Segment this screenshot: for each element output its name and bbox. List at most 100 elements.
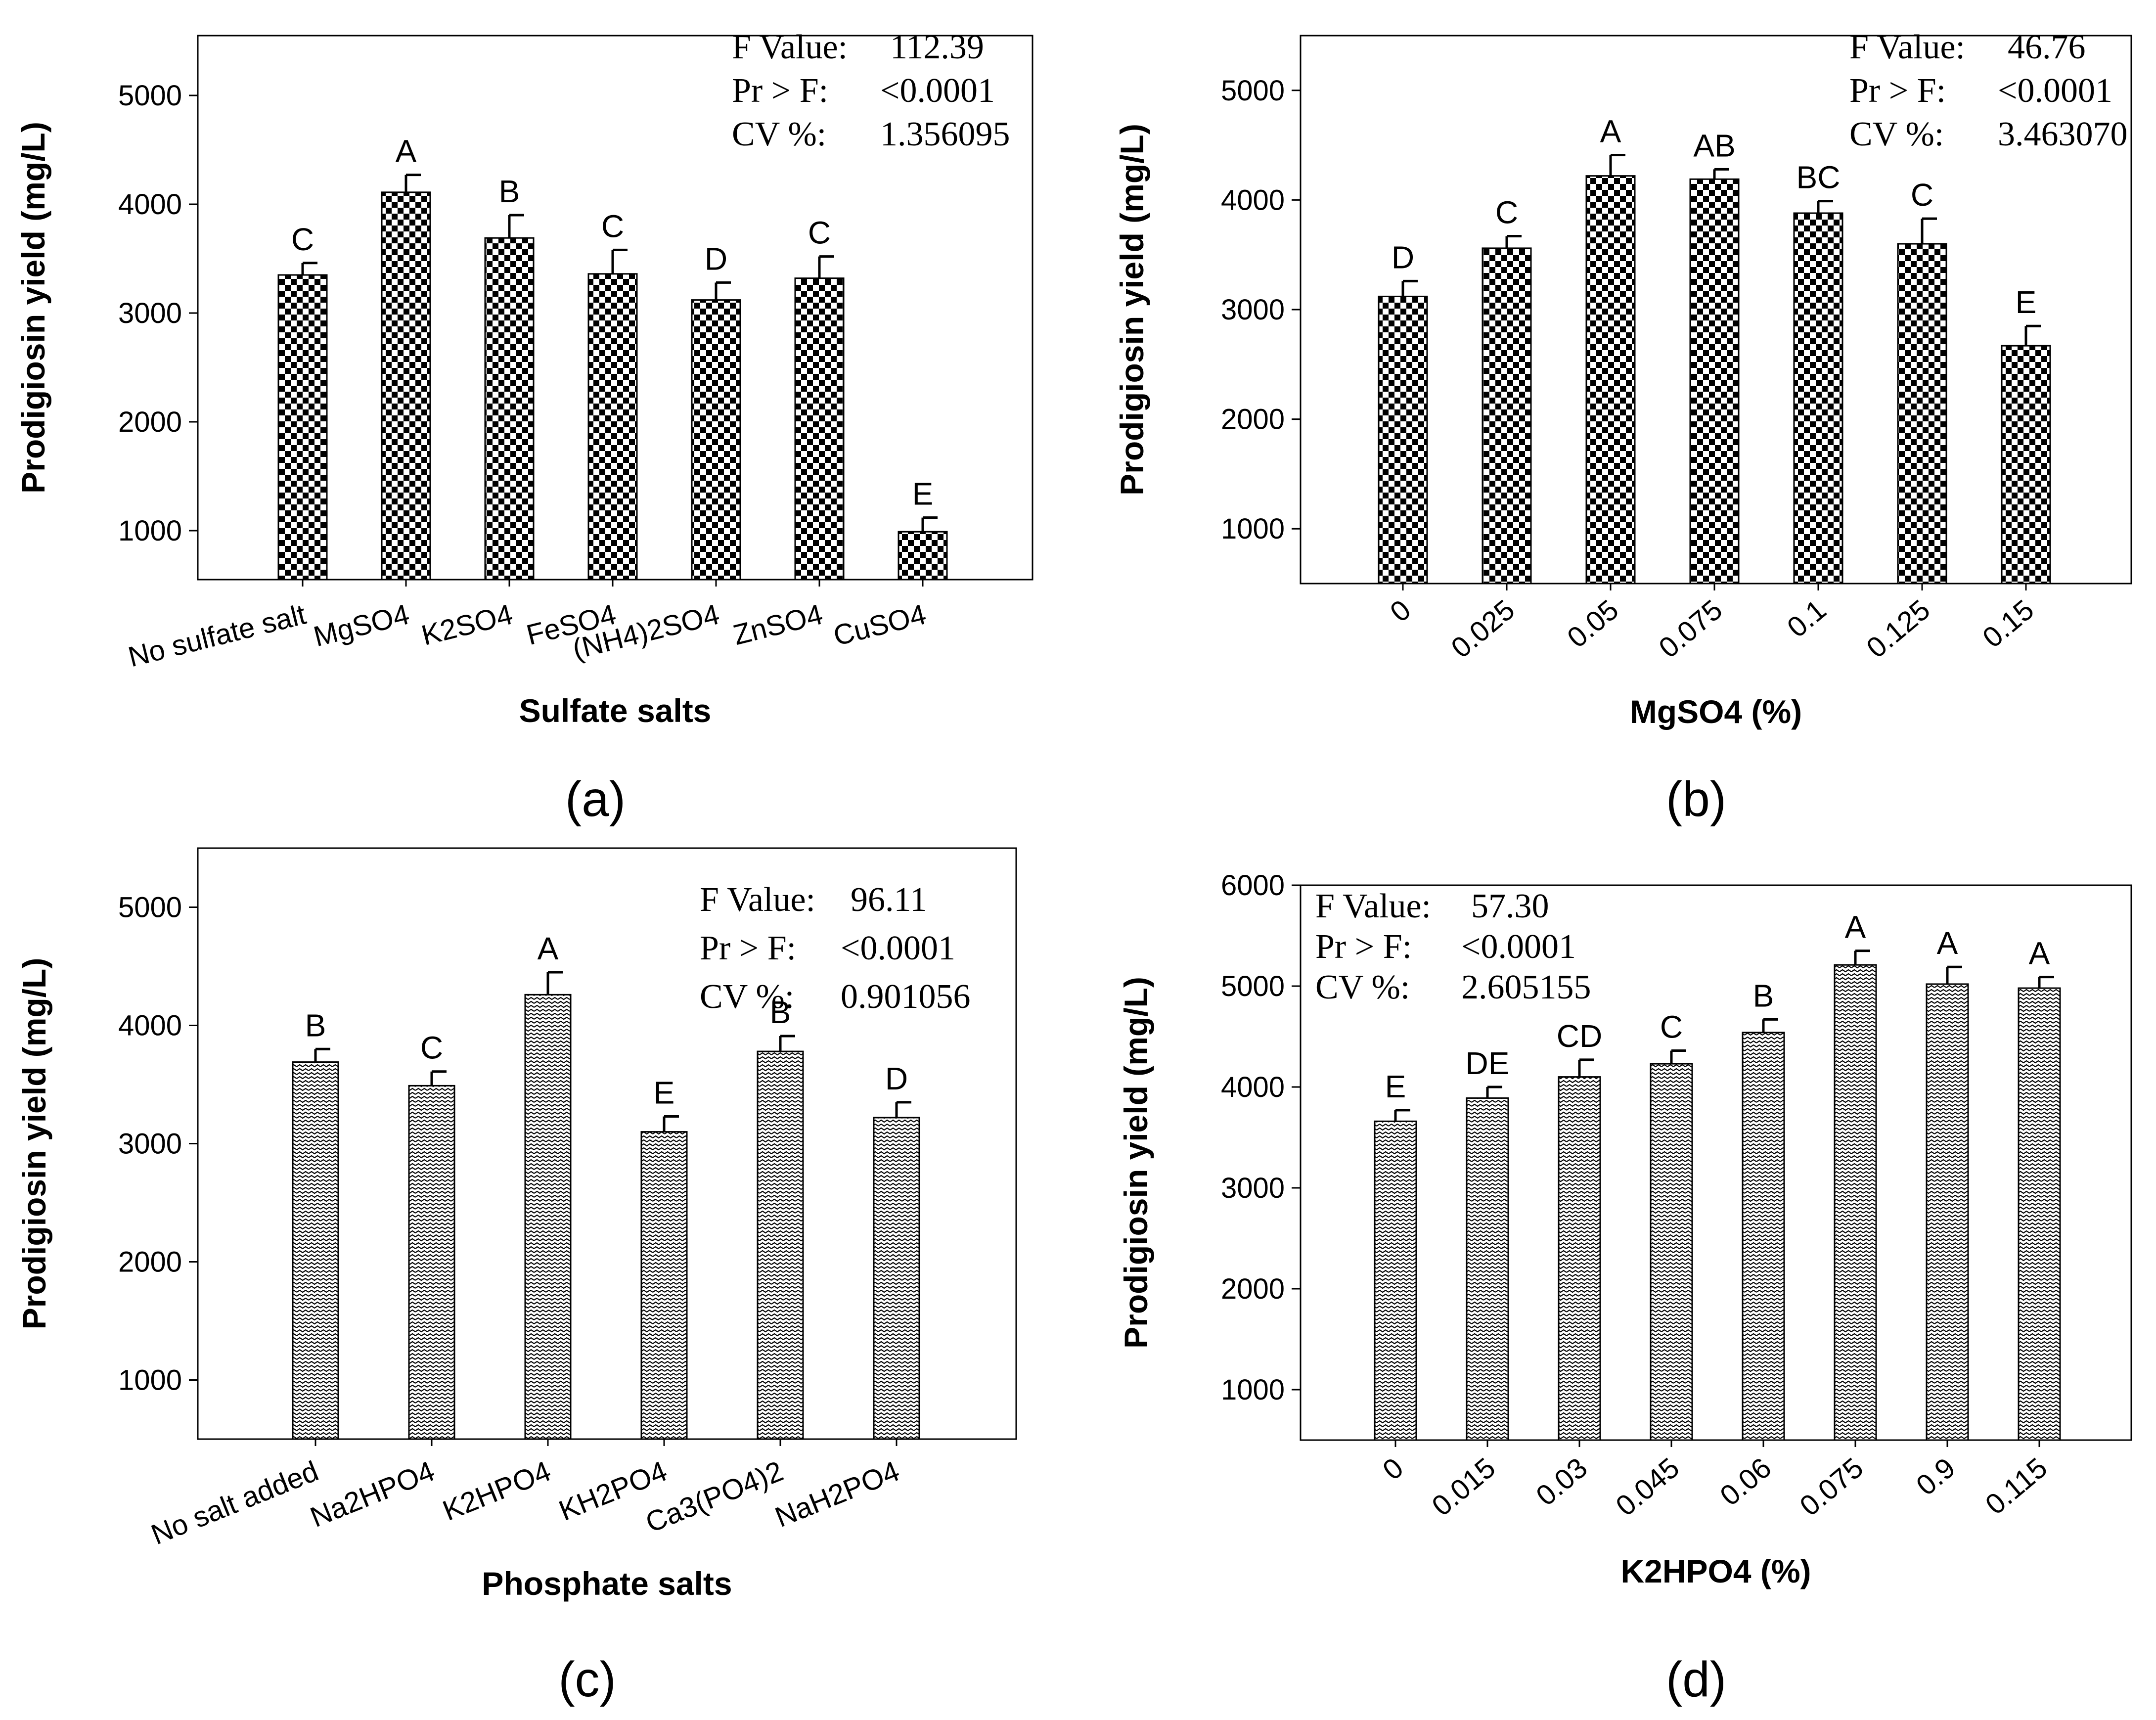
significance-letter: BC [1797, 160, 1841, 195]
panel-label: (b) [1666, 771, 1726, 827]
stat-label: Pr > F: [1849, 72, 1946, 110]
y-tick-label: 6000 [1221, 869, 1285, 902]
significance-letter: A [1845, 909, 1866, 945]
significance-letter: A [2029, 936, 2050, 971]
y-tick-label: 5000 [118, 80, 182, 112]
bar [757, 1050, 804, 1440]
stat-value: 2.605155 [1461, 968, 1591, 1006]
y-tick-label: 4000 [1221, 184, 1285, 216]
stat-label: F Value: [1315, 887, 1431, 925]
bar [1374, 1120, 1417, 1441]
x-tick-label: 0.05 [1561, 593, 1624, 654]
significance-letter: C [601, 208, 624, 244]
panel-b: 1000 2000 3000 4000 5000 Prodigiosin yield (m… [1114, 28, 2132, 827]
bar [1466, 1097, 1509, 1441]
bar [1834, 964, 1877, 1441]
y-tick-label: 1000 [118, 1364, 182, 1397]
bar [794, 277, 845, 581]
panel-label: (c) [558, 1652, 616, 1707]
y-tick-label: 3000 [1221, 294, 1285, 326]
stat-value: 0.901056 [841, 978, 971, 1016]
bar [587, 273, 638, 581]
x-tick-label: ZnSO4 [730, 598, 826, 652]
significance-letter: AB [1693, 128, 1735, 163]
x-tick-label: 0.015 [1426, 1451, 1501, 1522]
stat-value: 46.76 [2008, 28, 2086, 66]
x-tick-label: 0.075 [1794, 1451, 1869, 1522]
stat-label: F Value: [732, 28, 848, 66]
significance-letter: C [1660, 1009, 1683, 1045]
significance-letter: A [1937, 925, 1958, 961]
stat-value: <0.0001 [841, 929, 955, 967]
bar [1742, 1032, 1785, 1441]
stat-label: F Value: [700, 881, 815, 919]
y-tick-label: 5000 [1221, 75, 1285, 107]
stat-label: CV %: [1315, 968, 1410, 1006]
x-tick-label: CuSO4 [830, 598, 929, 652]
y-tick-label: 1000 [1221, 513, 1285, 545]
y-tick-label: 3000 [118, 1128, 182, 1160]
significance-letter: DE [1466, 1045, 1510, 1081]
significance-letter: C [291, 222, 314, 257]
stat-label: Pr > F: [732, 72, 828, 110]
bar [1897, 243, 1947, 585]
bar [1650, 1063, 1693, 1441]
stat-value: <0.0001 [1998, 72, 2112, 110]
stat-value: 96.11 [851, 881, 927, 919]
stat-label: F Value: [1849, 28, 1965, 66]
stat-label: CV %: [1849, 115, 1944, 153]
bar [524, 994, 572, 1440]
stat-value: <0.0001 [1461, 928, 1576, 966]
bar [898, 531, 948, 581]
x-tick-label: NaH2PO4 [770, 1455, 903, 1534]
y-tick-label: 5000 [118, 892, 182, 924]
bar [1378, 295, 1428, 585]
x-tick-label: 0.075 [1653, 593, 1728, 664]
x-axis-title: MgSO4 (%) [1630, 693, 1802, 730]
y-tick-label: 5000 [1221, 970, 1285, 1002]
y-axis-title: Prodigiosin yield (mg/L) [1118, 977, 1154, 1349]
significance-letter: A [538, 931, 559, 966]
y-axis-title: Prodigiosin yield (mg/L) [15, 122, 51, 494]
stat-label: CV %: [732, 115, 826, 153]
significance-letter: CD [1557, 1018, 1602, 1054]
bar [381, 191, 431, 581]
bar [1482, 247, 1532, 585]
significance-letter: C [1495, 195, 1518, 230]
x-tick-label: MgSO4 [311, 598, 413, 653]
significance-letter: C [420, 1030, 443, 1066]
bar [1793, 212, 1843, 585]
bar [1689, 178, 1740, 585]
bar [1585, 175, 1636, 585]
significance-letter: E [1385, 1069, 1406, 1104]
x-axis-title: Sulfate salts [519, 692, 712, 729]
y-tick-label: 1000 [118, 515, 182, 547]
y-axis-title: Prodigiosin yield (mg/L) [1114, 124, 1150, 496]
panel-label: (a) [565, 771, 626, 827]
stat-label: Pr > F: [1315, 928, 1412, 966]
y-tick-label: 2000 [118, 1246, 182, 1278]
stat-label: CV %: [700, 978, 794, 1016]
bar [1926, 983, 1969, 1441]
y-tick-label: 3000 [1221, 1172, 1285, 1204]
x-tick-label: 0.115 [1979, 1451, 2054, 1521]
x-tick-label: Na2HPO4 [306, 1455, 439, 1534]
bar [1558, 1076, 1601, 1441]
stat-value: 57.30 [1471, 887, 1549, 925]
x-tick-label: 0.03 [1530, 1451, 1593, 1512]
x-tick-label: 0 [1377, 1451, 1409, 1487]
significance-letter: A [396, 134, 417, 169]
x-tick-label: 0.025 [1445, 593, 1521, 664]
bar [2001, 345, 2051, 585]
stat-value: 1.356095 [880, 115, 1010, 153]
significance-letter: E [654, 1075, 675, 1111]
bar [408, 1085, 455, 1440]
significance-letter: D [705, 241, 727, 276]
significance-letter: E [912, 476, 934, 512]
x-tick-label: 0.1 [1781, 593, 1833, 644]
bar [292, 1061, 339, 1440]
x-tick-label: No salt added [147, 1455, 323, 1551]
x-tick-label: K2SO4 [418, 598, 516, 652]
y-tick-label: 2000 [1221, 404, 1285, 436]
